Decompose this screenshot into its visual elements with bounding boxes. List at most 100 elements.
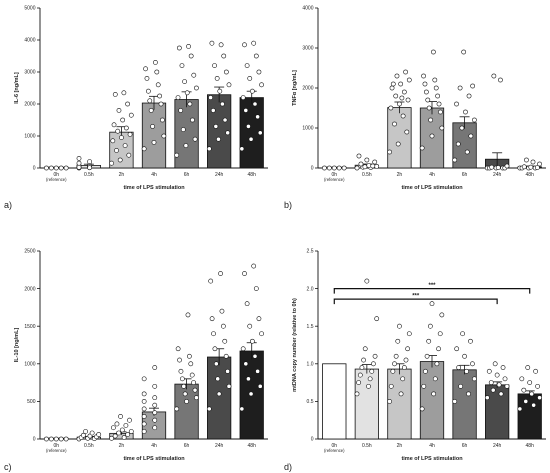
data-point	[152, 365, 158, 370]
data-point	[466, 391, 471, 397]
data-point	[141, 391, 147, 397]
data-point	[212, 346, 218, 352]
data-point	[119, 135, 124, 140]
x-tick-label: 24h	[493, 443, 502, 449]
data-point	[239, 146, 245, 152]
data-point	[468, 338, 473, 344]
y-tick-label: 0	[311, 437, 314, 443]
bar-48h	[517, 393, 542, 440]
data-point	[152, 410, 158, 416]
data-point	[150, 124, 155, 129]
data-point	[141, 146, 147, 152]
data-point	[63, 165, 69, 171]
data-point	[519, 376, 525, 382]
data-point	[524, 157, 529, 163]
data-point	[525, 365, 531, 370]
data-point	[128, 112, 134, 118]
data-point	[161, 133, 167, 139]
y-tick-label: 500	[27, 399, 36, 405]
data-point	[336, 165, 342, 171]
data-point	[145, 88, 151, 94]
data-point	[174, 406, 180, 412]
data-point	[190, 117, 195, 123]
data-point	[253, 53, 259, 59]
data-point	[216, 391, 222, 397]
data-point	[452, 157, 458, 163]
data-point	[422, 81, 428, 87]
data-point	[500, 365, 506, 370]
data-point	[242, 271, 247, 276]
data-point	[144, 76, 150, 81]
y-axis-label: mtDNA copy number (relative to 0h)	[292, 298, 298, 392]
data-point	[460, 331, 466, 337]
x-tick-label: 4h	[429, 443, 435, 449]
data-point	[208, 278, 214, 284]
data-point	[76, 155, 82, 161]
data-point	[179, 376, 185, 382]
data-point	[423, 89, 429, 95]
data-point	[517, 406, 523, 412]
data-point	[356, 380, 362, 385]
data-point	[354, 165, 360, 171]
x-tick-label: 0h	[54, 443, 60, 449]
data-point	[366, 383, 371, 389]
data-point	[214, 76, 220, 81]
x-tick-sublabel: (reference)	[324, 448, 345, 453]
data-point	[194, 85, 199, 91]
data-point	[521, 164, 527, 170]
data-point	[178, 368, 184, 374]
data-point	[257, 130, 263, 136]
y-tick-label: 4000	[302, 6, 313, 12]
y-tick-label: 5000	[24, 6, 35, 12]
panel-label: b)	[284, 200, 292, 210]
data-point	[188, 53, 194, 59]
data-point	[433, 85, 439, 91]
data-point	[256, 69, 262, 75]
data-point	[466, 93, 472, 99]
data-point	[252, 101, 258, 107]
y-axis-label: IL-10 [ng/mL]	[14, 328, 20, 363]
data-point	[370, 163, 376, 169]
data-point	[495, 165, 501, 170]
data-point	[209, 316, 215, 322]
data-point	[222, 117, 228, 123]
data-point	[239, 406, 245, 412]
data-point	[114, 147, 119, 153]
x-tick-sublabel: (reference)	[46, 177, 67, 182]
data-point	[528, 164, 534, 170]
data-point	[121, 90, 127, 96]
data-point	[331, 165, 337, 171]
data-point	[395, 338, 401, 344]
data-point	[424, 353, 430, 359]
data-point	[80, 432, 86, 438]
y-tick-label: 2000	[302, 86, 313, 92]
data-point	[175, 346, 181, 352]
data-point	[395, 141, 401, 147]
chart-panel-1: 0 1000 2000 3000 4000 5000 IL-6 [ng/mL] 0h(refe…	[4, 6, 268, 210]
data-point	[210, 108, 216, 113]
data-point	[434, 361, 440, 367]
data-point	[249, 338, 255, 344]
x-tick-label: 0h	[332, 443, 338, 449]
data-point	[419, 145, 425, 151]
y-tick-label: 0	[33, 166, 36, 172]
y-tick-label: 2.5	[307, 249, 314, 255]
data-point	[176, 45, 182, 51]
bar-4h	[419, 361, 445, 440]
data-point	[403, 357, 409, 363]
x-tick-label: 0.5h	[84, 172, 94, 178]
x-tick-label: 0.5h	[362, 172, 372, 178]
data-point	[364, 278, 370, 284]
data-point	[181, 383, 187, 389]
data-point	[152, 383, 158, 389]
data-point	[259, 331, 264, 337]
data-point	[143, 66, 148, 72]
data-point	[125, 432, 131, 437]
data-point	[179, 63, 185, 68]
data-point	[436, 101, 442, 107]
data-point	[397, 101, 402, 107]
data-point	[83, 429, 88, 434]
data-point	[432, 376, 438, 382]
x-tick-label: 6h	[184, 172, 190, 178]
data-point	[529, 391, 535, 397]
